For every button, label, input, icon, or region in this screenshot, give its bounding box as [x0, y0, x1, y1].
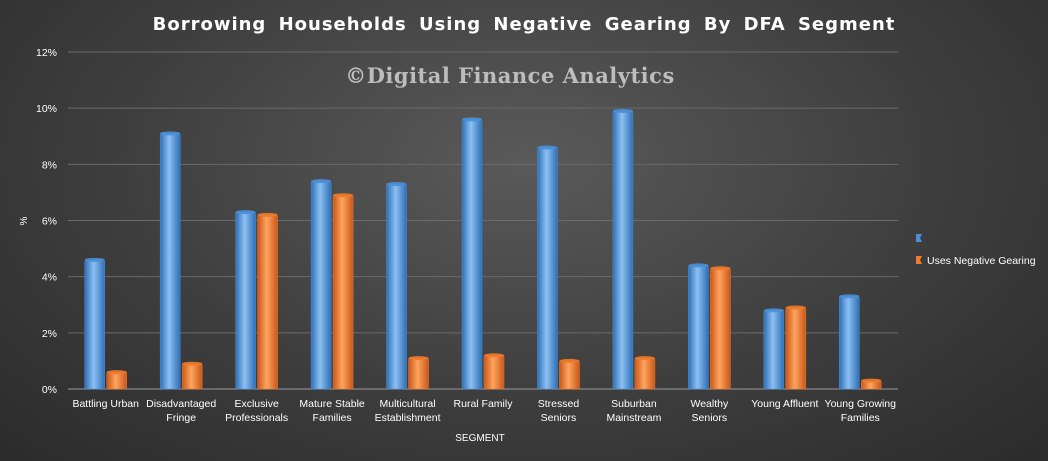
- bar-series-1: [84, 259, 105, 390]
- x-category-label: Stressed Seniors: [538, 398, 580, 424]
- bar-uses-negative-gearing: [257, 214, 278, 390]
- bar-series-1: [688, 265, 709, 390]
- bar-series-1: [159, 133, 181, 390]
- bar-top-cap: [386, 181, 407, 186]
- bar-top-cap: [634, 356, 655, 361]
- y-tick-label: 6%: [42, 216, 57, 228]
- bar-top-cap: [710, 266, 731, 271]
- bar-top-cap: [462, 117, 482, 122]
- bar-top-cap: [333, 193, 354, 198]
- bar-series-1: [763, 310, 785, 390]
- y-tick-label: 12%: [36, 47, 57, 59]
- bar-uses-negative-gearing: [559, 360, 580, 390]
- x-category-label: Young Growing Families: [825, 398, 897, 424]
- bar-uses-negative-gearing: [483, 355, 505, 390]
- x-category-label: Suburban Mainstream: [606, 398, 661, 424]
- bar-uses-negative-gearing: [332, 194, 354, 390]
- x-category-label: Wealthy Seniors: [690, 398, 728, 424]
- legend-label: Uses Negative Gearing: [927, 255, 1036, 267]
- x-category-label: Exclusive Professionals: [225, 398, 288, 424]
- bar-top-cap: [763, 308, 784, 313]
- legend-swatch-icon: [916, 256, 922, 264]
- bar-top-cap: [257, 212, 278, 217]
- bar-top-cap: [484, 353, 504, 358]
- y-tick-label: 0%: [42, 384, 57, 396]
- bars: [84, 108, 882, 390]
- x-category-label: Multicultural Establishment: [375, 398, 441, 424]
- y-axis-title: %: [19, 216, 30, 225]
- y-axis-ticks: 0% 2% 4% 6% 8% 10% 12%: [36, 47, 57, 396]
- x-axis-category-labels: Battling Urban Disadvantaged Fringe Exclusi…: [72, 398, 896, 424]
- bar-series-1: [537, 147, 558, 390]
- bar-series-1: [839, 296, 860, 390]
- bar-uses-negative-gearing: [634, 357, 656, 390]
- y-tick-label: 4%: [42, 272, 57, 284]
- bar-series-1: [461, 119, 483, 390]
- bar-top-cap: [84, 257, 105, 262]
- watermark: ©Digital Finance Analytics: [345, 63, 675, 88]
- chart-title: Borrowing Households Using Negative Gear…: [153, 14, 896, 35]
- bar-top-cap: [559, 358, 580, 363]
- x-category-label: Mature Stable Families: [299, 398, 365, 424]
- bar-top-cap: [839, 294, 860, 299]
- bar-top-cap: [861, 378, 882, 383]
- bar-top-cap: [688, 263, 709, 268]
- bar-series-1: [612, 110, 634, 390]
- x-category-label: Rural Family: [454, 398, 514, 410]
- legend-swatch-icon: [916, 234, 922, 242]
- x-category-label: Disadvantaged Fringe: [146, 398, 216, 424]
- bar-uses-negative-gearing: [710, 267, 731, 390]
- bar-uses-negative-gearing: [181, 363, 203, 390]
- bar-top-cap: [612, 108, 633, 113]
- bar-top-cap: [106, 370, 127, 375]
- bar-top-cap: [785, 305, 806, 310]
- bar-top-cap: [235, 210, 256, 215]
- y-tick-label: 8%: [42, 159, 57, 171]
- bar-top-cap: [408, 356, 429, 361]
- legend: Uses Negative Gearing: [916, 234, 1036, 267]
- bar-top-cap: [160, 131, 181, 136]
- y-tick-label: 10%: [36, 103, 57, 115]
- bar-series-1: [310, 180, 332, 390]
- y-tick-label: 2%: [42, 328, 57, 340]
- bar-top-cap: [311, 179, 332, 184]
- bar-uses-negative-gearing: [106, 371, 127, 390]
- bar-top-cap: [182, 361, 203, 366]
- bar-top-cap: [537, 145, 558, 150]
- gridlines: [68, 51, 898, 390]
- bar-uses-negative-gearing: [408, 357, 429, 390]
- bar-uses-negative-gearing: [785, 307, 807, 390]
- x-category-label: Young Affluent: [751, 398, 818, 410]
- bar-series-1: [386, 183, 407, 390]
- x-axis-title: SEGMENT: [455, 433, 504, 444]
- x-category-label: Battling Urban: [72, 398, 139, 410]
- bar-series-1: [235, 211, 256, 390]
